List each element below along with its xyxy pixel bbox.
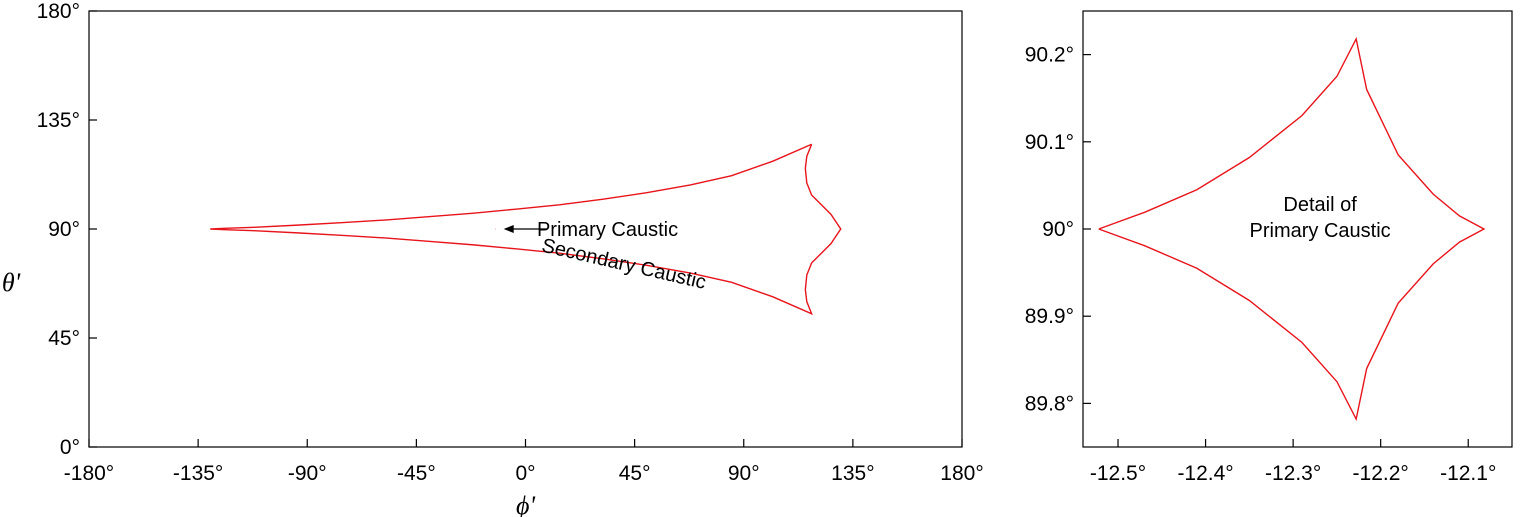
x-tick-label: -12.4° bbox=[1177, 462, 1233, 485]
y-tick-label: 89.8° bbox=[1025, 392, 1074, 415]
x-tick-label: -45° bbox=[397, 462, 436, 485]
x-tick-label: -180° bbox=[64, 462, 114, 485]
x-tick-label: -12.5° bbox=[1090, 462, 1146, 485]
y-tick-label: 180° bbox=[37, 0, 80, 23]
x-tick-label: -12.1° bbox=[1440, 462, 1496, 485]
annotation-arrow-head bbox=[503, 225, 514, 233]
y-tick-label: 45° bbox=[48, 327, 80, 350]
x-tick-label: 180° bbox=[940, 462, 983, 485]
right-chart: -12.5° -12.4° -12.3° -12.2° -12.1° 89.8° 89.9°… bbox=[1025, 10, 1513, 485]
y-tick-label: 0° bbox=[60, 436, 80, 459]
detail-annotation-line-1: Detail of bbox=[1283, 194, 1357, 216]
y-tick-label: 135° bbox=[37, 109, 80, 132]
x-tick-label: 45° bbox=[619, 462, 651, 485]
y-tick-label: 90° bbox=[48, 218, 80, 241]
x-tick-label: -135° bbox=[173, 462, 223, 485]
y-tick-label: 90.1° bbox=[1025, 131, 1074, 154]
left-chart: -180° -135° -90° -45° 0° 45° 90° 135° 180° 0° 45° 9… bbox=[2, 0, 984, 517]
y-tick-label: 90.2° bbox=[1025, 44, 1074, 67]
x-tick-label: -12.2° bbox=[1353, 462, 1409, 485]
x-tick-label: -12.3° bbox=[1265, 462, 1321, 485]
x-tick-label: 135° bbox=[831, 462, 874, 485]
x-tick-label: -90° bbox=[288, 462, 327, 485]
detail-of-primary-caustic-line bbox=[1098, 36, 1486, 422]
y-axis-label: θ' bbox=[2, 268, 21, 297]
x-tick-label: 0° bbox=[515, 462, 535, 485]
y-tick-label: 89.9° bbox=[1025, 305, 1074, 328]
secondary-caustic-line bbox=[210, 143, 842, 316]
x-axis-label: ϕ' bbox=[516, 491, 535, 517]
secondary-caustic-annotation: Secondary Caustic bbox=[540, 235, 709, 294]
primary-caustic-annotation: Primary Caustic bbox=[537, 219, 678, 241]
y-tick-label: 90° bbox=[1042, 218, 1074, 241]
detail-annotation-line-2: Primary Caustic bbox=[1250, 220, 1391, 242]
x-tick-label: 90° bbox=[728, 462, 760, 485]
